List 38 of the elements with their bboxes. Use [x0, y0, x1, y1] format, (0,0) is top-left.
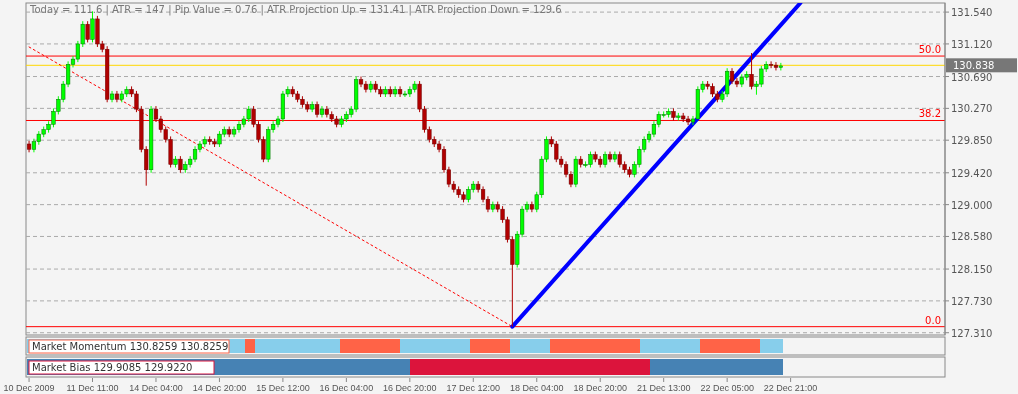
y-tick-label: 128.150: [951, 264, 993, 276]
x-tick-label: 22 Dec 21:00: [763, 383, 818, 393]
candlestick: [85, 20, 90, 43]
annotation: 50.0: [918, 44, 941, 56]
x-tick-label: 11 Dec 11:00: [66, 383, 119, 393]
x-tick-label: 18 Dec 04:00: [509, 383, 564, 393]
y-tick-label: 128.580: [951, 231, 993, 243]
x-tick-label: 21 Dec 13:00: [636, 383, 691, 393]
annotation: 0.0: [925, 314, 941, 326]
candlestick: [236, 120, 242, 134]
x-tick-label: 14 Dec 20:00: [192, 383, 247, 393]
x-tick-label: 16 Dec 04:00: [319, 383, 374, 393]
x-tick-label: 16 Dec 20:00: [383, 383, 437, 393]
y-tick-label: 127.310: [951, 327, 993, 339]
candlestick: [769, 60, 774, 69]
text: Market Momentum 130.8259 130.8259: [32, 341, 229, 352]
text: Market Bias 129.9085 129.9220: [32, 362, 193, 373]
x-tick-label: 22 Dec 05:00: [700, 383, 754, 393]
y-tick-label: 131.540: [951, 7, 993, 19]
annotation: Today = 111.6 | ATR = 147 | Pip Value = 0.76 | ATR Projection Up = 131.41 | ATR Projection Down = 129.6: [29, 4, 562, 16]
y-tick-label: 129.850: [951, 135, 993, 147]
x-tick-label: 10 Dec 2009: [3, 383, 55, 393]
ref-line-label: 130.838: [953, 60, 995, 72]
candlestick: [397, 85, 403, 98]
y-tick-label: 130.270: [951, 103, 993, 115]
x-tick-label: 17 Dec 12:00: [446, 383, 501, 393]
y-tick-label: 129.420: [951, 167, 993, 179]
x-tick-label: 15 Dec 12:00: [256, 383, 310, 393]
annotation: 38.2: [918, 108, 941, 120]
candlestick: [402, 90, 408, 98]
candlestick: [773, 61, 779, 71]
x-tick-label: 18 Dec 20:00: [573, 383, 627, 393]
x-tick-label: 14 Dec 04:00: [129, 383, 183, 393]
y-tick-label: 129.000: [951, 199, 993, 211]
y-tick-label: 131.120: [951, 38, 993, 50]
candlestick: [749, 52, 754, 90]
y-tick-label: 127.730: [951, 295, 993, 307]
y-tick-label: 130.690: [951, 71, 993, 83]
